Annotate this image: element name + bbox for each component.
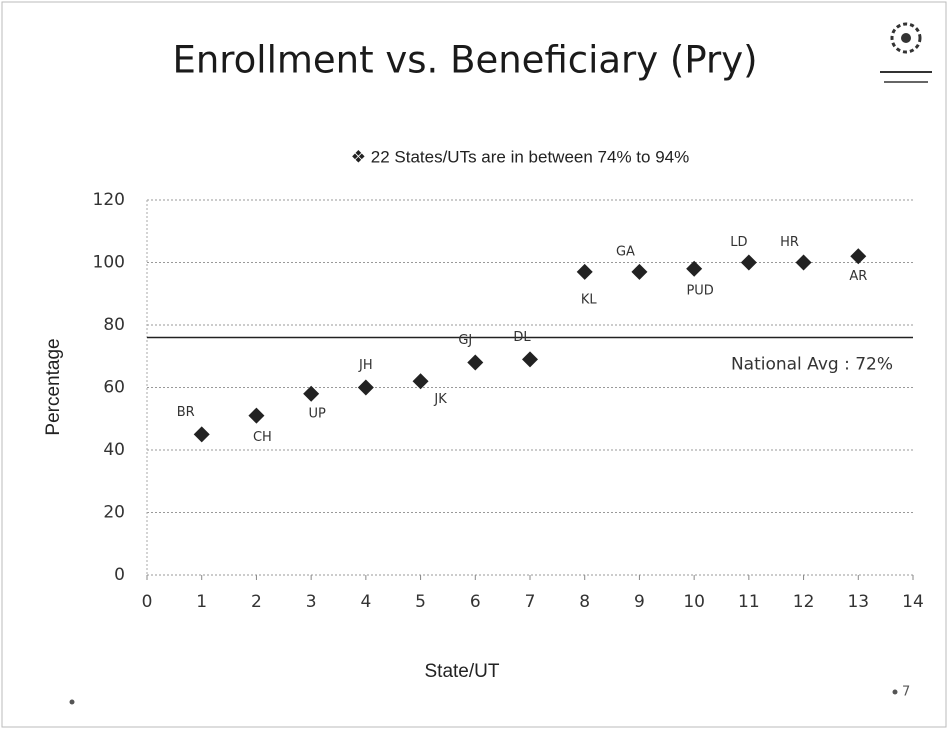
point	[576, 263, 593, 280]
point-label: GA	[616, 244, 635, 259]
bullet	[892, 689, 898, 695]
x-tick-label: 13	[847, 592, 869, 612]
point	[303, 385, 320, 402]
y-tick-label: 60	[103, 378, 125, 398]
x-tick-label: 5	[415, 592, 426, 612]
y-tick-label: 120	[93, 190, 125, 210]
x-tick-label: 7	[525, 592, 536, 612]
reference-label: National Avg : 72%	[731, 355, 893, 375]
point	[686, 260, 703, 277]
x-tick-label: 4	[360, 592, 371, 612]
x-tick-label: 11	[738, 592, 760, 612]
x-tick-label: 3	[306, 592, 317, 612]
x-tick-label: 12	[793, 592, 815, 612]
y-tick-label: 0	[114, 565, 125, 585]
x-tick-label: 9	[634, 592, 645, 612]
subtitle: ❖ 22 States/UTs are in between 74% to 94…	[351, 147, 689, 166]
point-label: GJ	[458, 333, 472, 348]
point-label: BR	[177, 405, 195, 420]
x-tick-label: 6	[470, 592, 481, 612]
point-label: DL	[513, 330, 531, 345]
point	[522, 351, 538, 368]
point	[740, 254, 757, 271]
point-label: CH	[253, 430, 272, 445]
point-label: HR	[780, 235, 799, 250]
y-tick-label: 80	[103, 315, 125, 335]
y-tick-label: 20	[103, 503, 125, 523]
x-tick-label: 14	[902, 592, 924, 612]
point-label: JK	[433, 392, 447, 407]
bullet	[69, 699, 75, 705]
point	[357, 379, 374, 396]
point	[248, 407, 265, 424]
chart-title: Enrollment vs. Beneficiary (Pry)	[172, 39, 757, 82]
point-label: KL	[581, 292, 598, 307]
y-axis-label: Percentage	[43, 338, 64, 435]
x-tick-label: 8	[579, 592, 590, 612]
point-label: PUD	[686, 283, 713, 298]
page-number: 7	[902, 685, 910, 700]
point	[850, 248, 867, 265]
x-axis-label: State/UT	[425, 661, 500, 682]
y-tick-label: 40	[103, 440, 125, 460]
point-label: UP	[308, 406, 326, 421]
point	[412, 373, 429, 390]
x-tick-label: 2	[251, 592, 262, 612]
point	[795, 254, 812, 271]
point	[631, 263, 648, 280]
x-tick-label: 10	[683, 592, 705, 612]
point	[193, 426, 210, 443]
x-tick-label: 0	[142, 592, 153, 612]
logo	[880, 22, 932, 83]
point	[467, 354, 484, 371]
x-tick-label: 1	[196, 592, 207, 612]
point-label: JH	[358, 358, 373, 373]
y-tick-label: 100	[93, 253, 125, 273]
point-label: LD	[730, 235, 747, 250]
point-label: AR	[849, 269, 867, 284]
